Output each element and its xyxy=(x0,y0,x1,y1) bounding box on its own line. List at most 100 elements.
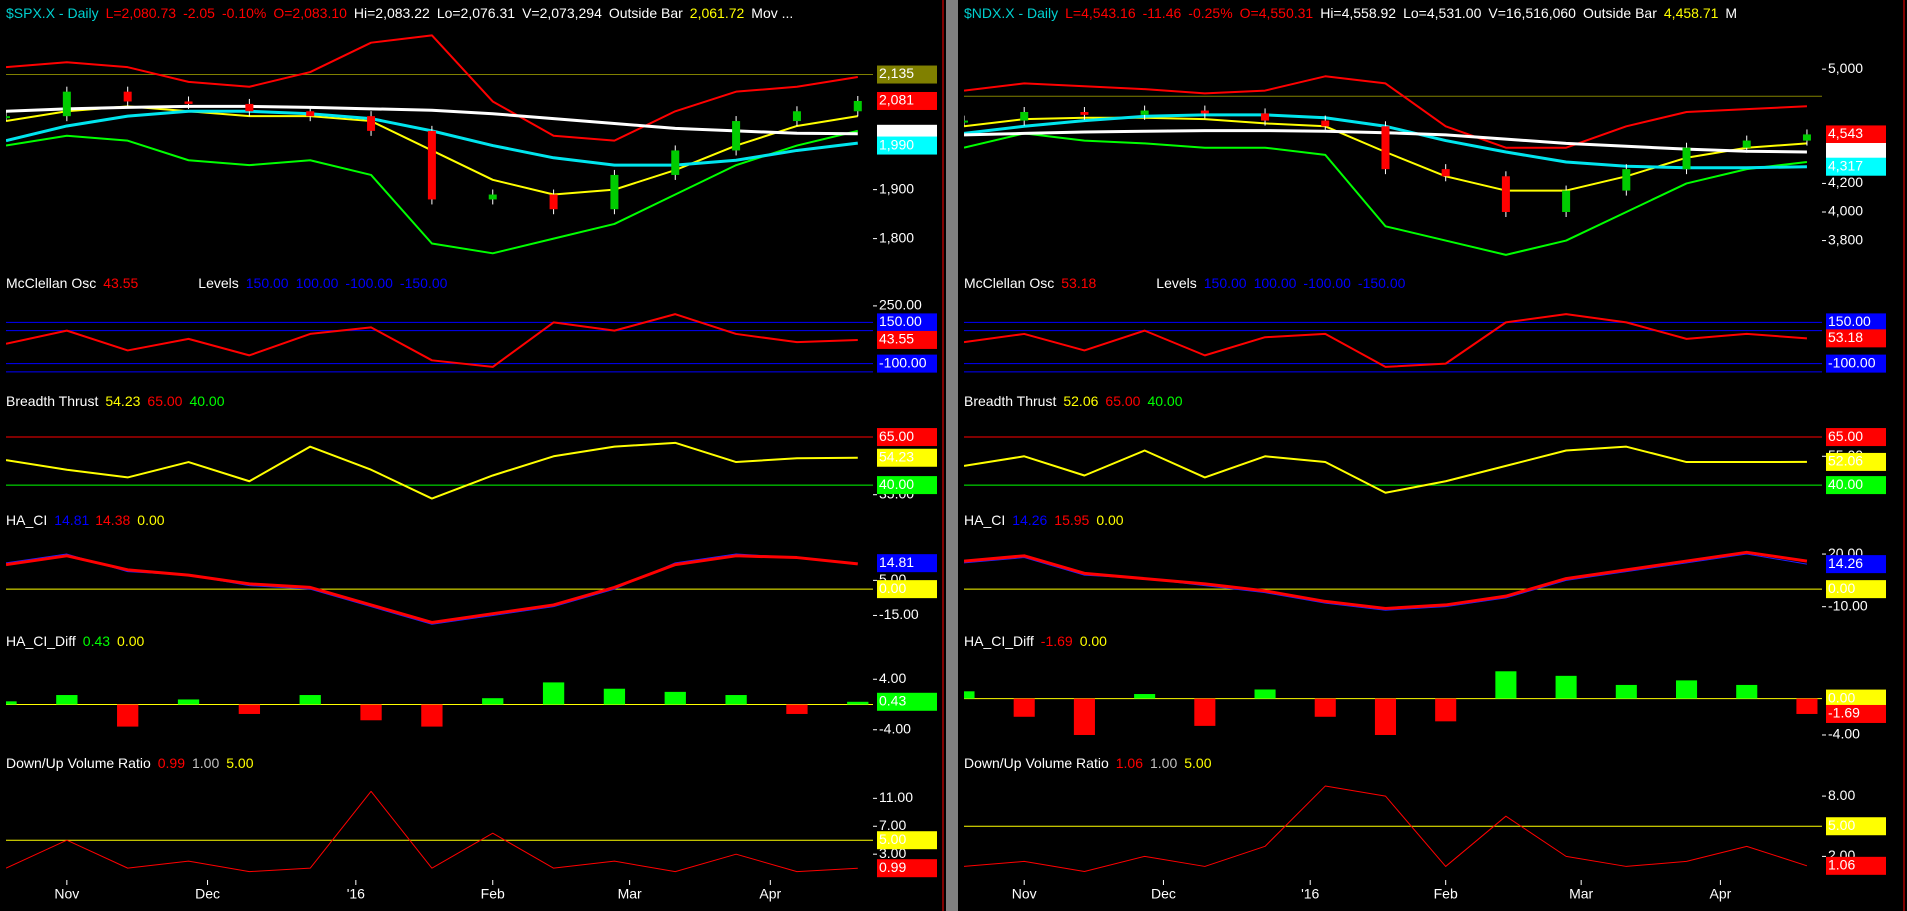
pane-header: $SPX.X - Daily L=2,080.73 -2.05 -0.10% O=2,0… xyxy=(6,5,793,21)
header-item: Levels xyxy=(198,275,238,291)
value-marker-label: 0.00 xyxy=(1828,580,1855,596)
value-marker-label: 52.06 xyxy=(1828,453,1863,469)
bar xyxy=(360,704,382,721)
header-item: Outside Bar xyxy=(609,5,683,21)
y-tick-label: 1,900 xyxy=(879,180,914,196)
header-item: 14.81 xyxy=(54,512,89,528)
header-item: HA_CI xyxy=(6,512,47,528)
bar xyxy=(1615,684,1637,699)
bar xyxy=(1073,698,1095,735)
value-marker xyxy=(1826,580,1886,599)
candle xyxy=(792,111,801,122)
header-item: 2,061.72 xyxy=(690,5,745,21)
value-marker-label: 65.00 xyxy=(879,428,914,444)
header-item: $SPX.X - Daily xyxy=(6,5,99,21)
candle xyxy=(488,194,497,200)
value-marker-label: 0.00 xyxy=(1828,689,1855,705)
value-marker xyxy=(1826,125,1886,144)
bar xyxy=(177,699,200,705)
header-item: -2.05 xyxy=(183,5,215,21)
candle xyxy=(184,101,193,104)
header-item: 150.00 xyxy=(246,275,289,291)
value-marker xyxy=(1826,452,1886,471)
candle xyxy=(732,121,741,151)
header-item: 0.00 xyxy=(1080,633,1107,649)
header-item: 40.00 xyxy=(1147,393,1182,409)
bar xyxy=(1435,698,1457,722)
bar xyxy=(1495,671,1517,699)
header-item: Hi=4,558.92 xyxy=(1320,5,1396,21)
header-item: 15.95 xyxy=(1054,512,1089,528)
value-marker-label: 2,081 xyxy=(879,92,914,108)
value-marker-label: 43.55 xyxy=(879,331,914,347)
header-item: 65.00 xyxy=(1105,393,1140,409)
value-marker-label: -100.00 xyxy=(1828,354,1876,370)
value-marker-label: 2,014 xyxy=(879,124,914,140)
value-marker xyxy=(1826,428,1886,447)
header-item: Levels xyxy=(1156,275,1196,291)
y-tick-label: 4,200 xyxy=(1828,174,1863,190)
candle xyxy=(1802,134,1811,141)
value-marker xyxy=(1826,329,1886,348)
bar xyxy=(1675,680,1698,699)
pane xyxy=(964,75,1822,256)
header-item: V=16,516,060 xyxy=(1488,5,1576,21)
bar xyxy=(299,695,321,705)
value-marker-label: 53.18 xyxy=(1828,329,1863,345)
header-item: 14.26 xyxy=(1012,512,1047,528)
y-tick-label: 4,000 xyxy=(1828,203,1863,219)
value-marker-label: 5.00 xyxy=(879,831,906,847)
series-line xyxy=(6,34,858,142)
candle xyxy=(427,130,436,200)
value-marker xyxy=(877,313,937,332)
header-item: Breadth Thrust xyxy=(964,393,1056,409)
value-marker xyxy=(877,476,937,495)
header-item: $NDX.X - Daily xyxy=(964,5,1058,21)
header-item: 1.00 xyxy=(192,755,219,771)
bar xyxy=(6,701,17,705)
header-item: L=2,080.73 xyxy=(106,5,177,21)
value-marker-label: 54.23 xyxy=(879,448,914,464)
candle xyxy=(671,150,680,175)
value-marker xyxy=(877,428,937,447)
header-item: 0.00 xyxy=(117,633,144,649)
x-tick-label: Mar xyxy=(1569,886,1593,902)
value-marker xyxy=(877,65,937,84)
bar xyxy=(1374,698,1397,735)
header-item: 54.23 xyxy=(105,393,140,409)
series-line xyxy=(6,104,858,136)
candle xyxy=(1200,110,1209,114)
y-tick-label: 7.00 xyxy=(879,817,906,833)
bar xyxy=(238,704,261,714)
header-item: 14.38 xyxy=(95,512,130,528)
value-marker xyxy=(877,580,937,599)
y-tick-label: 1,800 xyxy=(879,229,914,245)
pane xyxy=(964,671,1822,735)
header-item: 0.00 xyxy=(137,512,164,528)
value-marker xyxy=(1826,476,1886,495)
pane-header: McClellan Osc 53.18 Levels 150.00 100.00 -100… xyxy=(964,275,1406,291)
pane-header: Breadth Thrust 54.23 65.00 40.00 xyxy=(6,393,225,409)
candle xyxy=(1381,126,1390,170)
header-item: Down/Up Volume Ratio xyxy=(6,755,151,771)
header-item: 1.06 xyxy=(1116,755,1143,771)
header-item: 100.00 xyxy=(1254,275,1297,291)
value-marker xyxy=(877,448,937,467)
x-tick-label: Dec xyxy=(195,886,220,902)
candle xyxy=(1501,176,1510,212)
candle xyxy=(1682,147,1691,170)
y-tick-label: 250.00 xyxy=(879,297,922,313)
panel-divider xyxy=(946,0,958,911)
series-line xyxy=(964,132,1808,256)
header-item: 150.00 xyxy=(1204,275,1247,291)
header-item: 0.99 xyxy=(158,755,185,771)
value-marker-label: 4,543 xyxy=(1828,125,1863,141)
candle xyxy=(245,103,254,112)
candle xyxy=(610,174,619,210)
header-item: Down/Up Volume Ratio xyxy=(964,755,1109,771)
x-tick-label: '16 xyxy=(1301,886,1319,902)
value-marker xyxy=(877,330,937,349)
candle xyxy=(1020,112,1029,121)
header-item: L=4,543.16 xyxy=(1065,5,1136,21)
